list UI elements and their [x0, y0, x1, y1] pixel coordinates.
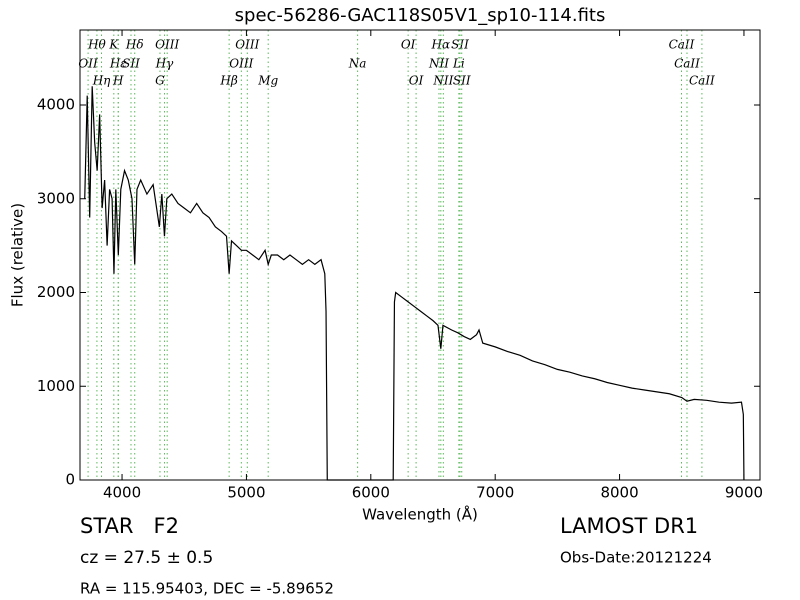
- spectral-line-label: Hβ: [219, 74, 237, 88]
- y-tick-label: 1000: [37, 377, 75, 395]
- cz-label: cz = 27.5 ± 0.5: [80, 548, 213, 568]
- x-tick-label: 4000: [103, 484, 141, 502]
- spectral-line-label: OIII: [229, 57, 253, 71]
- y-tick-label: 3000: [37, 189, 75, 207]
- survey-label: LAMOST DR1: [560, 514, 698, 538]
- plot-frame: [79, 29, 761, 481]
- x-axis-label: Wavelength (Å): [362, 505, 478, 524]
- chart-title: spec-56286-GAC118S05V1_sp10-114.fits: [235, 5, 606, 26]
- y-tick-label: 0: [65, 471, 75, 489]
- spectral-line-label: SII: [453, 74, 471, 88]
- spectral-line-label: K: [108, 38, 119, 52]
- spectral-line-label: Hη: [92, 74, 111, 88]
- spectral-line-label: Li: [452, 57, 465, 71]
- x-tick-label: 8000: [600, 484, 638, 502]
- date-label: Obs-Date:20121224: [560, 549, 712, 567]
- y-tick-label: 4000: [37, 96, 75, 114]
- spectral-line-label: NII: [432, 74, 453, 88]
- spectral-line-label: Hδ: [125, 38, 144, 52]
- spectral-line-label: SII: [451, 38, 469, 52]
- x-tick-label: 7000: [476, 484, 514, 502]
- spectral-line-label: SII: [122, 57, 140, 71]
- spectral-line-label: Hγ: [155, 57, 174, 71]
- spectral-line-label: OI: [401, 38, 416, 52]
- y-tick-label: 2000: [37, 283, 75, 301]
- spectral-line-label: OII: [78, 57, 98, 71]
- spectral-line-label: Hθ: [87, 38, 106, 52]
- spectral-line-label: CaII: [674, 57, 700, 71]
- spectral-line-label: Hα: [431, 38, 451, 52]
- class-label: STAR F2: [80, 514, 179, 538]
- spectral-line-label: CaII: [689, 74, 715, 88]
- spectral-line-label: OIII: [235, 38, 259, 52]
- spectral-line-label: OI: [409, 74, 424, 88]
- spectral-line-label: Mg: [257, 74, 278, 88]
- coords-label: RA = 115.95403, DEC = -5.89652: [80, 580, 334, 598]
- x-tick-label: 6000: [352, 484, 390, 502]
- y-axis-label: Flux (relative): [9, 203, 27, 307]
- spectral-line-label: Na: [348, 57, 367, 71]
- spectral-line-label: OIII: [155, 38, 179, 52]
- spectral-line-label: G: [155, 74, 165, 88]
- spectral-line-label: Hε: [109, 57, 127, 71]
- x-tick-label: 5000: [227, 484, 265, 502]
- spectral-line-label: CaII: [669, 38, 695, 52]
- spectrum-line: [84, 86, 745, 481]
- spectral-line-label: NII: [428, 57, 449, 71]
- spectral-line-label: H: [112, 74, 124, 88]
- x-tick-label: 9000: [725, 484, 763, 502]
